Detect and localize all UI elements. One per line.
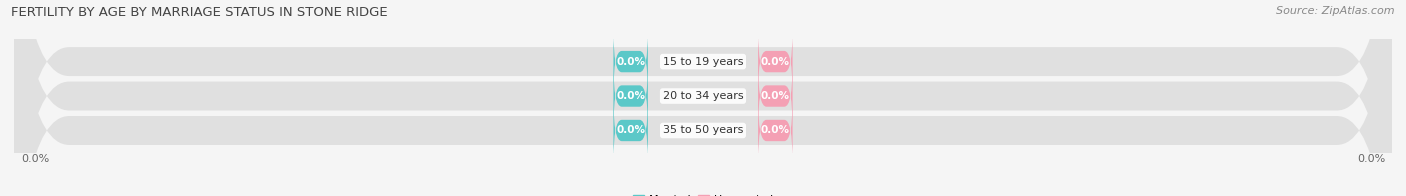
Text: 0.0%: 0.0% (1357, 154, 1385, 164)
Text: 15 to 19 years: 15 to 19 years (662, 57, 744, 67)
Text: 0.0%: 0.0% (616, 125, 645, 135)
Legend: Married, Unmarried: Married, Unmarried (628, 191, 778, 196)
FancyBboxPatch shape (613, 100, 648, 161)
Text: 20 to 34 years: 20 to 34 years (662, 91, 744, 101)
Text: 0.0%: 0.0% (21, 154, 49, 164)
FancyBboxPatch shape (613, 65, 648, 127)
FancyBboxPatch shape (14, 0, 1392, 196)
FancyBboxPatch shape (14, 0, 1392, 196)
FancyBboxPatch shape (758, 100, 793, 161)
FancyBboxPatch shape (613, 31, 648, 92)
FancyBboxPatch shape (758, 31, 793, 92)
Text: FERTILITY BY AGE BY MARRIAGE STATUS IN STONE RIDGE: FERTILITY BY AGE BY MARRIAGE STATUS IN S… (11, 6, 388, 19)
Text: 0.0%: 0.0% (761, 57, 790, 67)
Text: 0.0%: 0.0% (616, 91, 645, 101)
FancyBboxPatch shape (14, 0, 1392, 196)
Text: 0.0%: 0.0% (761, 125, 790, 135)
Text: Source: ZipAtlas.com: Source: ZipAtlas.com (1277, 6, 1395, 16)
Text: 0.0%: 0.0% (761, 91, 790, 101)
Text: 0.0%: 0.0% (616, 57, 645, 67)
Text: 35 to 50 years: 35 to 50 years (662, 125, 744, 135)
FancyBboxPatch shape (758, 65, 793, 127)
